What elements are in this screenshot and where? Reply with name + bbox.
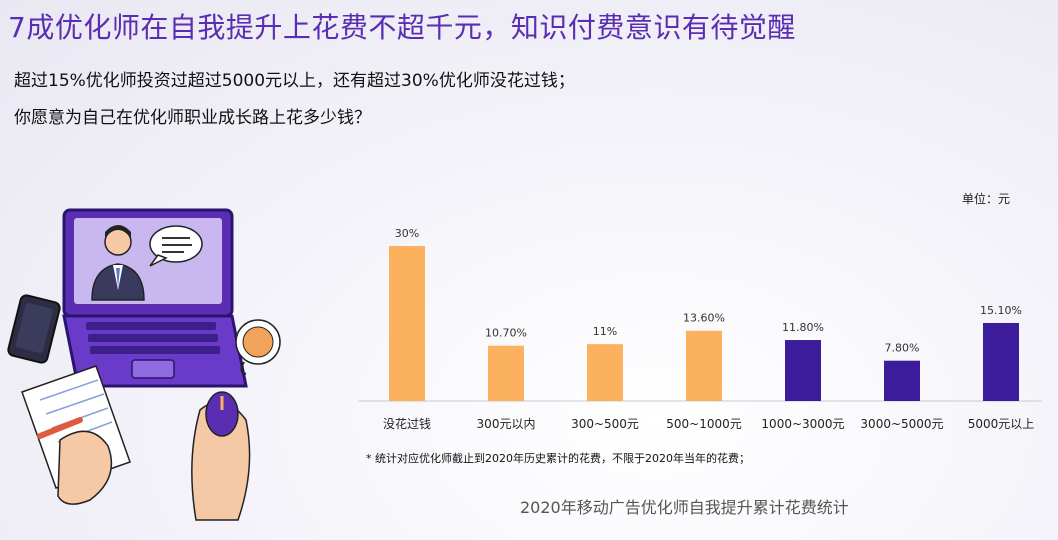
bar-value-label-5: 7.80% — [885, 342, 920, 355]
subtitle-line-2: 你愿意为自己在优化师职业成长路上花多少钱？ — [14, 108, 371, 128]
category-label-3: 500~1000元 — [666, 417, 742, 431]
bar-value-label-2: 11% — [593, 325, 617, 338]
subtitle-line-1: 超过15%优化师投资过超过5000元以上，还有超过30%优化师没花过钱； — [14, 71, 575, 91]
chart-caption: 2020年移动广告优化师自我提升累计花费统计 — [520, 498, 849, 517]
bar-4 — [785, 340, 821, 401]
bar-5 — [884, 360, 920, 401]
category-label-1: 300元以内 — [477, 417, 536, 431]
mouse-icon — [191, 391, 251, 521]
category-label-6: 5000元以上 — [968, 417, 1035, 431]
bar-value-label-3: 13.60% — [683, 312, 725, 325]
laptop-illustration — [7, 208, 281, 521]
bar-value-label-0: 30% — [395, 227, 419, 240]
bar-0 — [389, 246, 425, 401]
unit-label: 单位：元 — [961, 192, 1010, 206]
bar-value-label-1: 10.70% — [485, 327, 527, 340]
laptop-icon — [62, 208, 248, 388]
bar-1 — [488, 345, 524, 401]
bar-6 — [983, 322, 1019, 401]
phone-icon — [7, 294, 61, 364]
category-label-0: 没花过钱 — [383, 416, 431, 431]
category-label-5: 3000~5000元 — [860, 417, 943, 431]
coffee-icon — [235, 319, 281, 375]
notes-icon — [21, 365, 131, 505]
bar-2 — [587, 344, 623, 401]
bar-3 — [686, 330, 722, 401]
category-label-2: 300~500元 — [571, 417, 639, 431]
bar-value-label-6: 15.10% — [980, 304, 1022, 317]
category-label-4: 1000~3000元 — [761, 417, 844, 431]
bar-value-label-4: 11.80% — [782, 321, 824, 334]
footnote: * 统计对应优化师截止到2020年历史累计的花费，不限于2020年当年的花费； — [366, 452, 750, 465]
page-title: 7成优化师在自我提升上花费不超千元，知识付费意识有待觉醒 — [8, 11, 796, 44]
